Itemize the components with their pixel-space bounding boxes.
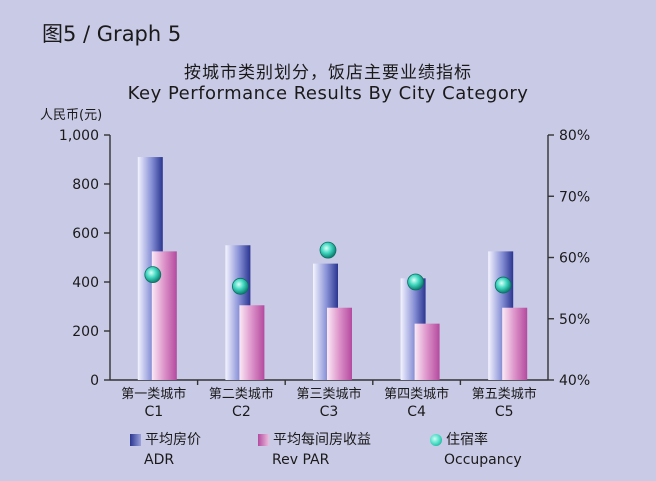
legend-revpar-en: Rev PAR <box>272 452 330 468</box>
revpar-swatch <box>258 434 269 446</box>
left-y-tick-label: 1,000 <box>59 128 99 144</box>
chart-title-chinese: 按城市类别划分，饭店主要业绩指标 <box>184 63 472 83</box>
right-y-tick-label: 60% <box>559 251 590 267</box>
occupancy-swatch <box>430 434 442 446</box>
occupancy-points-group <box>144 241 512 295</box>
occupancy-point <box>144 266 162 284</box>
occupancy-point <box>407 273 425 291</box>
right-y-tick-label: 50% <box>559 312 590 328</box>
revpar-bar <box>502 307 528 380</box>
legend-item-adr: 平均房价 ADR <box>130 430 201 470</box>
legend-occupancy-en: Occupancy <box>444 452 522 468</box>
legend-revpar-zh: 平均每间房收益 <box>273 432 371 448</box>
x-category-label-zh: 第二类城市 <box>209 386 274 402</box>
revpar-bar <box>414 323 440 380</box>
x-category-label: C3 <box>320 404 339 420</box>
legend-occupancy-zh: 住宿率 <box>446 432 488 448</box>
right-y-tick-label: 40% <box>559 373 590 389</box>
x-category-label-zh: 第三类城市 <box>296 386 361 402</box>
legend-adr-zh: 平均房价 <box>145 432 201 448</box>
y-axis-unit-label: 人民币(元) <box>40 108 103 123</box>
x-category-label: C1 <box>144 404 163 420</box>
left-y-tick-label: 600 <box>72 226 99 242</box>
left-y-tick-label: 400 <box>72 275 99 291</box>
occupancy-point <box>494 276 512 294</box>
right-y-tick-label: 70% <box>559 189 590 205</box>
left-y-tick-label: 0 <box>90 373 99 389</box>
x-category-label: C5 <box>495 404 514 420</box>
chart-title-english: Key Performance Results By City Category <box>127 83 529 104</box>
x-category-label-zh: 第四类城市 <box>384 386 449 402</box>
x-category-label-zh: 第五类城市 <box>472 386 537 402</box>
occupancy-point <box>231 277 249 295</box>
revpar-bar <box>327 307 352 380</box>
axes-group: 0 200 400 600 800 1,000 40% 50% 60% 70% 80% 第一类城市 C1… <box>59 128 590 420</box>
x-category-label: C2 <box>232 404 251 420</box>
graph-label: 图5 / Graph 5 <box>42 22 182 46</box>
right-y-tick-label: 80% <box>559 128 590 144</box>
bars-group <box>137 157 528 380</box>
left-y-tick-label: 800 <box>72 177 99 193</box>
legend-adr-en: ADR <box>144 452 175 468</box>
x-category-label-zh: 第一类城市 <box>121 386 186 402</box>
revpar-bar <box>239 305 265 380</box>
legend-item-occupancy: 住宿率 Occupancy <box>430 430 522 470</box>
adr-swatch <box>130 434 141 446</box>
x-category-label: C4 <box>407 404 426 420</box>
occupancy-point <box>319 241 337 259</box>
left-y-tick-label: 200 <box>72 324 99 340</box>
legend-item-revpar: 平均每间房收益 Rev PAR <box>258 430 371 470</box>
